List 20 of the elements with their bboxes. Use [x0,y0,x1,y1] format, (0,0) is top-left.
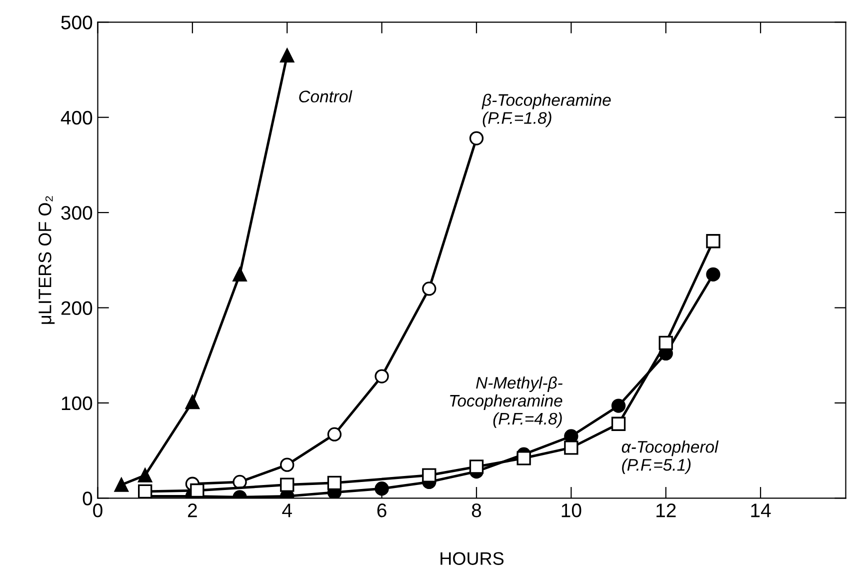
x-tick-label: 2 [188,504,197,518]
y-tick-label: 400 [60,110,92,125]
y-tick-label: 100 [62,396,92,410]
x-tick-label: 10 [562,504,582,518]
x-tick-label: 6 [377,504,386,518]
x-axis-title: HOURS [440,552,504,565]
series-label: N-Methyl-β- Tocopheramine (P.F.=4.8) [450,376,562,428]
y-tick-label: 500 [61,16,92,30]
y-tick-label: 0 [82,492,92,506]
x-tick-label: 14 [751,504,771,518]
x-tick-label: 12 [656,504,676,518]
y-axis-title: μLITERS OF O₂ [38,196,55,324]
y-tick-label: 300 [61,206,92,220]
series-label: β-Tocopheramine (P.F.=1.8) [482,94,611,128]
series-label: Control [299,90,352,102]
series-label: α-Tocopherol (P.F.=5.1) [622,440,719,474]
x-tick-label: 4 [282,504,292,518]
y-tick-label: 200 [61,301,92,315]
x-tick-label: 0 [93,504,102,518]
x-tick-label: 8 [472,504,482,518]
